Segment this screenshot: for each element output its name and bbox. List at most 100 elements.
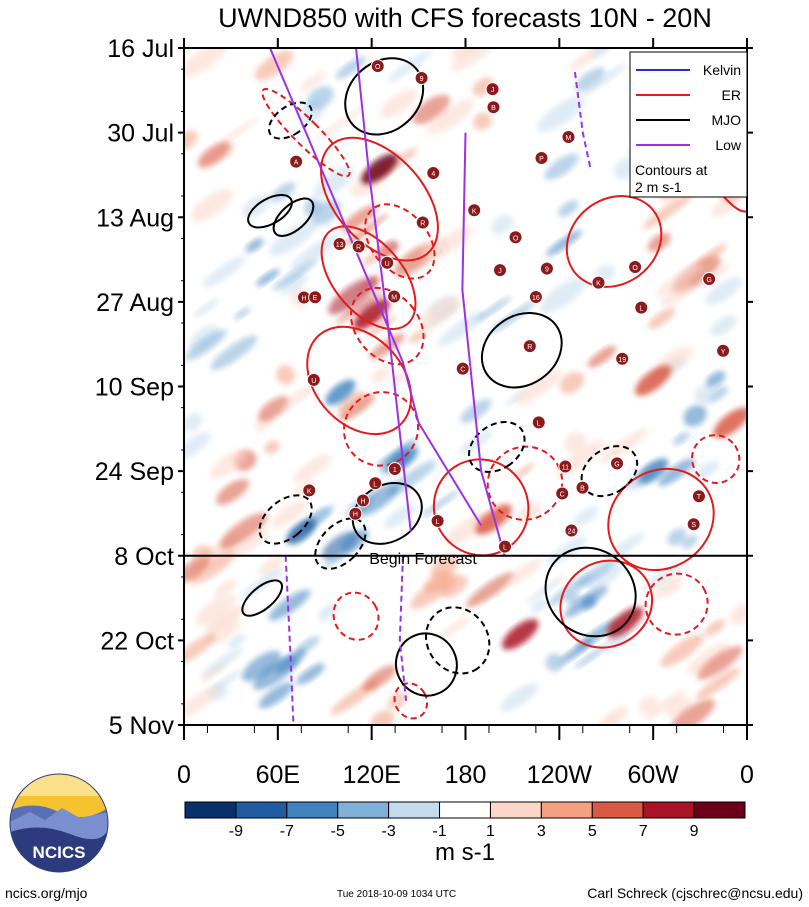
storm-symbol: R xyxy=(415,215,430,230)
storm-marker xyxy=(686,517,701,532)
logo-label: NCICS xyxy=(33,843,86,862)
anomaly-blob xyxy=(440,575,468,598)
anomaly-blob xyxy=(318,106,365,140)
er-contour xyxy=(559,559,654,649)
storm-symbol: M xyxy=(387,289,402,304)
anomaly-blob xyxy=(421,490,460,518)
storm-marker xyxy=(486,100,501,115)
storm-marker xyxy=(387,289,402,304)
storm-symbol: R xyxy=(351,239,366,254)
storm-label: P xyxy=(539,156,544,163)
storm-label: H xyxy=(301,295,306,302)
storm-marker xyxy=(332,237,347,252)
anomaly-blob xyxy=(195,594,236,626)
legend: Kelvin ER MJO Low Contours at 2 m s-1 xyxy=(629,51,748,198)
storm-marker xyxy=(531,415,546,430)
anomaly-blob xyxy=(566,592,582,607)
mjo-contour xyxy=(258,494,313,545)
storm-marker xyxy=(368,476,383,491)
anomaly-blob xyxy=(184,413,203,432)
storm-symbols: A13W16SYBRLSC24JB14T29LKGOMOGP19RHJIH11L… xyxy=(289,59,731,554)
storm-label: L xyxy=(436,519,440,526)
anomaly-blob xyxy=(412,94,450,125)
anomaly-blob xyxy=(204,604,244,634)
anomaly-blob xyxy=(219,512,268,549)
storm-symbol: H xyxy=(356,493,371,508)
storm-label: Y xyxy=(721,349,726,356)
storm-symbol: 4 xyxy=(426,166,441,181)
storm-label: M xyxy=(566,135,572,142)
storm-label: B xyxy=(491,105,496,112)
anomaly-blob xyxy=(257,396,290,422)
colorbar-tick-label: -7 xyxy=(280,823,294,840)
anomaly-blob xyxy=(354,482,400,517)
anomaly-blob xyxy=(582,63,626,96)
storm-marker xyxy=(426,166,441,181)
anomaly-hotspot xyxy=(713,407,747,439)
anomaly-blob xyxy=(706,277,742,305)
storm-marker xyxy=(302,483,317,498)
storm-marker xyxy=(289,154,304,169)
anomaly-blob xyxy=(537,96,585,133)
er-contour xyxy=(393,682,429,720)
anomaly-blob xyxy=(408,329,427,344)
anomaly-blob xyxy=(710,314,737,337)
storm-label: G xyxy=(706,277,711,284)
legend-box xyxy=(629,51,748,198)
y-tick-label: 24 Sep xyxy=(95,458,174,486)
storm-symbol: Y xyxy=(716,343,731,358)
anomaly-blob xyxy=(184,432,211,462)
chart-title: UWND850 with CFS forecasts 10N - 20N xyxy=(218,3,712,33)
site-link[interactable]: ncics.org/mjo xyxy=(5,885,88,901)
storm-label: U xyxy=(385,261,390,268)
anomaly-blob xyxy=(268,589,311,621)
anomaly-blob xyxy=(459,430,493,455)
x-tick-label: 60E xyxy=(256,761,300,789)
storm-label: E xyxy=(313,295,318,302)
anomaly-blob xyxy=(460,398,492,424)
anomaly-blob xyxy=(197,141,231,168)
storm-marker xyxy=(508,230,523,245)
anomaly-blob xyxy=(587,345,617,368)
anomaly-blob xyxy=(573,506,599,527)
er-contour xyxy=(486,445,564,521)
storm-symbol: K xyxy=(467,203,482,218)
anomaly-blob xyxy=(336,290,384,325)
er-contour xyxy=(332,591,380,641)
storm-symbol: A xyxy=(289,154,304,169)
mjo-contour xyxy=(314,517,367,570)
anomaly-blob xyxy=(687,642,729,674)
anomaly-blob xyxy=(189,325,219,350)
anomaly-blob xyxy=(545,653,564,672)
storm-label: A xyxy=(294,160,299,167)
storm-label: 16 xyxy=(532,295,540,302)
anomaly-blob xyxy=(276,365,295,385)
anomaly-blob xyxy=(242,650,282,682)
anomaly-blob xyxy=(256,268,280,287)
storm-symbol: L xyxy=(498,539,513,554)
anomaly-blob xyxy=(683,405,707,427)
storm-label: J xyxy=(498,268,502,275)
anomaly-blob xyxy=(190,188,233,222)
storm-marker xyxy=(558,459,573,474)
anomaly-blob xyxy=(213,579,238,598)
anomaly-blob xyxy=(667,528,687,546)
storm-label: O xyxy=(375,64,381,71)
anomaly-blob xyxy=(697,645,743,680)
storm-symbol: 9 xyxy=(414,71,429,86)
anomaly-blob xyxy=(202,256,246,288)
mjo-contour xyxy=(267,101,313,140)
er-contour xyxy=(691,434,741,484)
colorbar-swatch xyxy=(439,801,491,819)
anomaly-blob xyxy=(430,554,459,579)
anomaly-blob xyxy=(513,463,535,479)
anomaly-blob xyxy=(643,193,693,229)
mjo-contour xyxy=(247,193,293,229)
colorbar-swatch xyxy=(235,801,288,819)
anomaly-blob xyxy=(546,230,582,257)
timestamp: Tue 2018-10-09 1034 UTC xyxy=(337,889,457,900)
storm-symbol: H xyxy=(348,506,363,521)
low-contour xyxy=(461,132,506,557)
storm-marker xyxy=(615,351,630,366)
colorbar-tick-label: 7 xyxy=(639,823,648,840)
